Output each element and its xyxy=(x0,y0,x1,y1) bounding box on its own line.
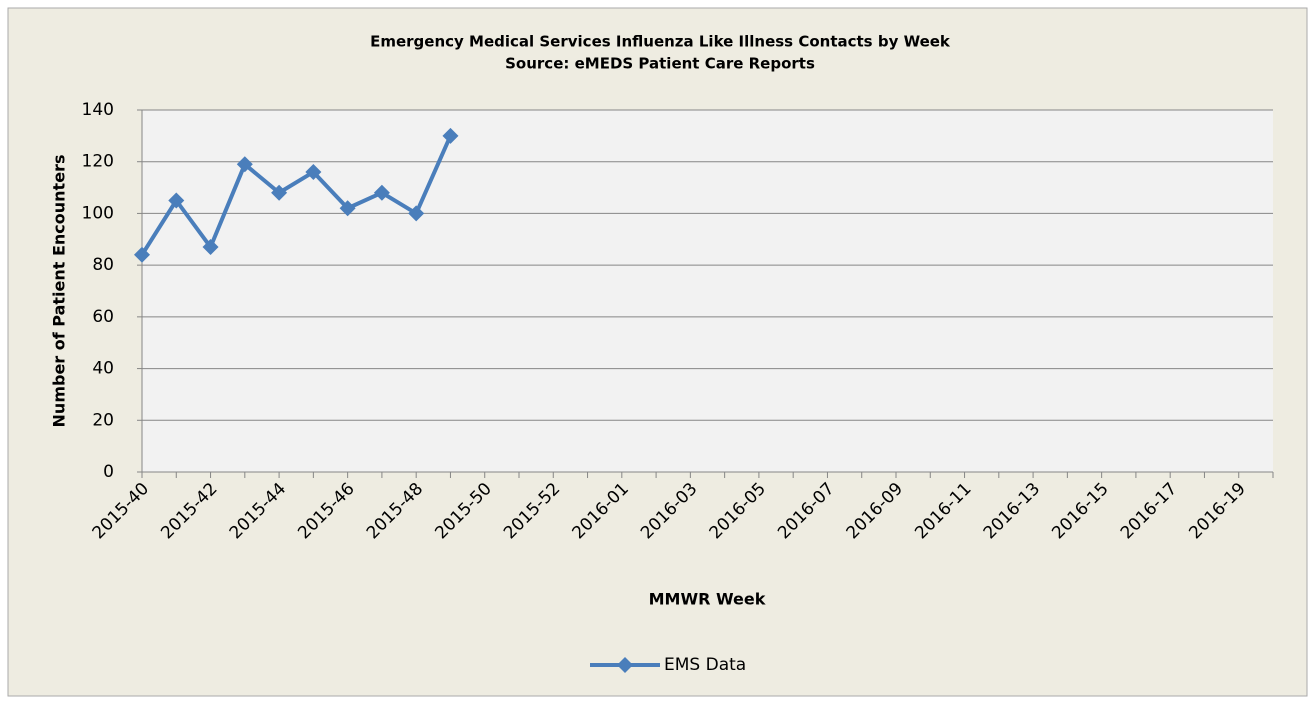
data-point xyxy=(305,164,322,181)
data-point xyxy=(202,239,219,256)
data-point xyxy=(373,184,390,201)
chart-title: Emergency Medical Services Influenza Lik… xyxy=(370,33,951,51)
x-axis-label: MMWR Week xyxy=(649,590,766,609)
y-tick-label: 20 xyxy=(92,410,114,430)
plot-area xyxy=(142,110,1273,472)
y-axis-label: Number of Patient Encounters xyxy=(50,155,69,428)
y-tick-label: 0 xyxy=(103,462,114,482)
data-point xyxy=(134,246,150,263)
legend-label: EMS Data xyxy=(664,655,746,675)
data-point xyxy=(442,127,459,144)
y-tick-label: 140 xyxy=(82,100,114,120)
y-tick-label: 100 xyxy=(82,203,114,223)
data-point xyxy=(339,200,356,217)
legend-marker xyxy=(617,657,633,673)
data-point xyxy=(271,184,288,201)
data-point xyxy=(168,192,185,209)
data-point xyxy=(408,205,425,222)
y-tick-label: 80 xyxy=(92,255,114,275)
data-point xyxy=(236,156,253,173)
y-tick-label: 40 xyxy=(92,359,114,379)
chart-subtitle: Source: eMEDS Patient Care Reports xyxy=(505,55,815,73)
y-tick-label: 120 xyxy=(82,152,114,172)
series-line xyxy=(140,135,453,256)
y-tick-label: 60 xyxy=(92,307,114,327)
